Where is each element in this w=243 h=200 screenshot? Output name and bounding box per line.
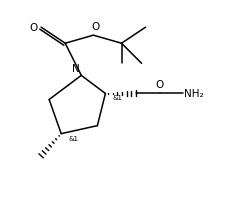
Text: &1: &1 bbox=[68, 135, 78, 141]
Text: O: O bbox=[29, 23, 37, 33]
Text: N: N bbox=[72, 64, 80, 74]
Text: NH₂: NH₂ bbox=[184, 89, 204, 99]
Text: &1: &1 bbox=[113, 95, 122, 101]
Text: O: O bbox=[91, 22, 99, 32]
Text: O: O bbox=[156, 80, 164, 90]
